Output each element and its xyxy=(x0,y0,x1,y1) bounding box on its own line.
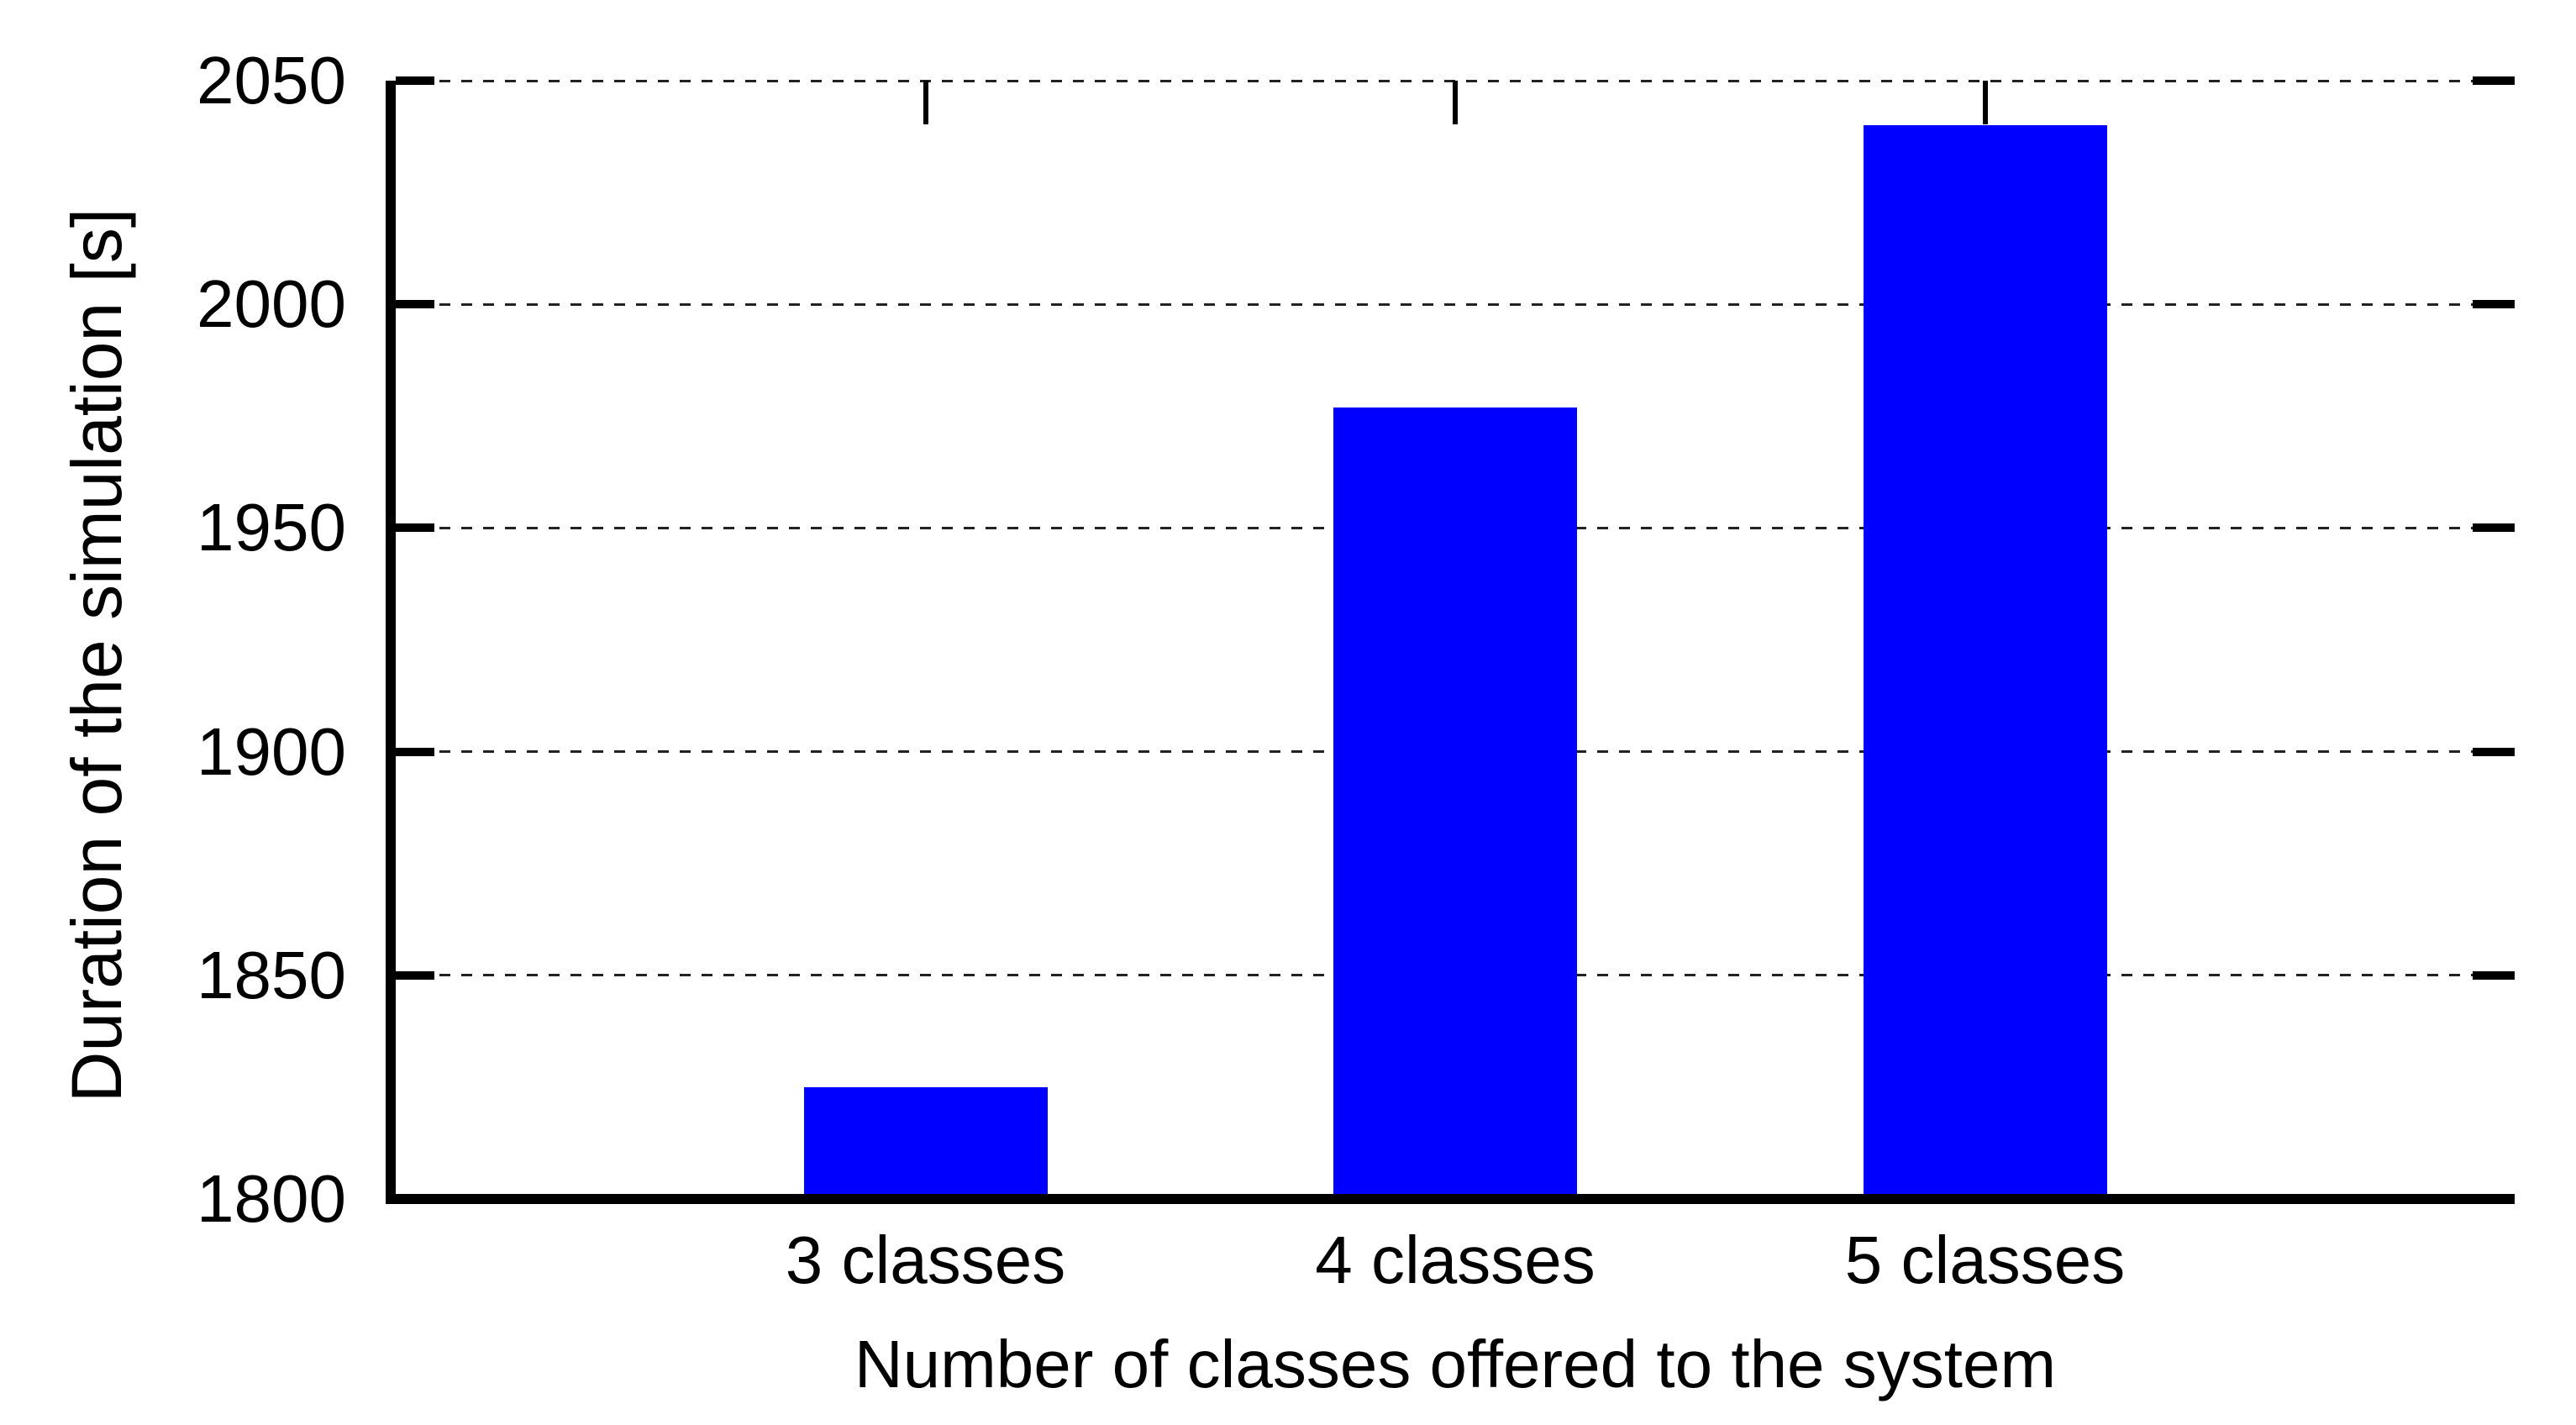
y-tick-mark-left xyxy=(396,970,434,980)
bar-4-classes xyxy=(1333,407,1577,1194)
y-gridline xyxy=(396,302,2515,306)
y-tick-mark-right xyxy=(2473,523,2515,533)
y-tick-label: 1800 xyxy=(197,1161,346,1236)
y-tick-mark-right xyxy=(2473,76,2515,85)
bar-3-classes xyxy=(803,1086,1048,1194)
y-tick-mark-left xyxy=(396,300,434,309)
y-tick-label: 1900 xyxy=(197,713,346,789)
y-tick-mark-right xyxy=(2473,970,2515,980)
y-tick-mark-right xyxy=(2473,747,2515,756)
x-tick-mark-top xyxy=(1453,81,1458,124)
y-tick-label: 1950 xyxy=(197,490,346,565)
x-tick-mark-top xyxy=(923,81,928,124)
x-tick-mark-top xyxy=(1982,81,1988,124)
x-tick-label: 5 classes xyxy=(1844,1223,2126,1297)
y-tick-label: 1850 xyxy=(197,937,346,1012)
x-axis-title: Number of classes offered to the system xyxy=(854,1327,2057,1401)
x-tick-label: 4 classes xyxy=(1315,1223,1596,1297)
bar-5-classes xyxy=(1863,125,2107,1194)
x-tick-label: 3 classes xyxy=(785,1223,1066,1297)
y-tick-mark-left xyxy=(396,747,434,756)
y-tick-mark-left xyxy=(396,76,434,85)
y-tick-mark-left xyxy=(396,523,434,533)
y-tick-label: 2050 xyxy=(197,43,346,118)
y-tick-label: 2000 xyxy=(197,266,346,342)
plot-area xyxy=(386,76,2515,1204)
y-tick-mark-right xyxy=(2473,300,2515,309)
